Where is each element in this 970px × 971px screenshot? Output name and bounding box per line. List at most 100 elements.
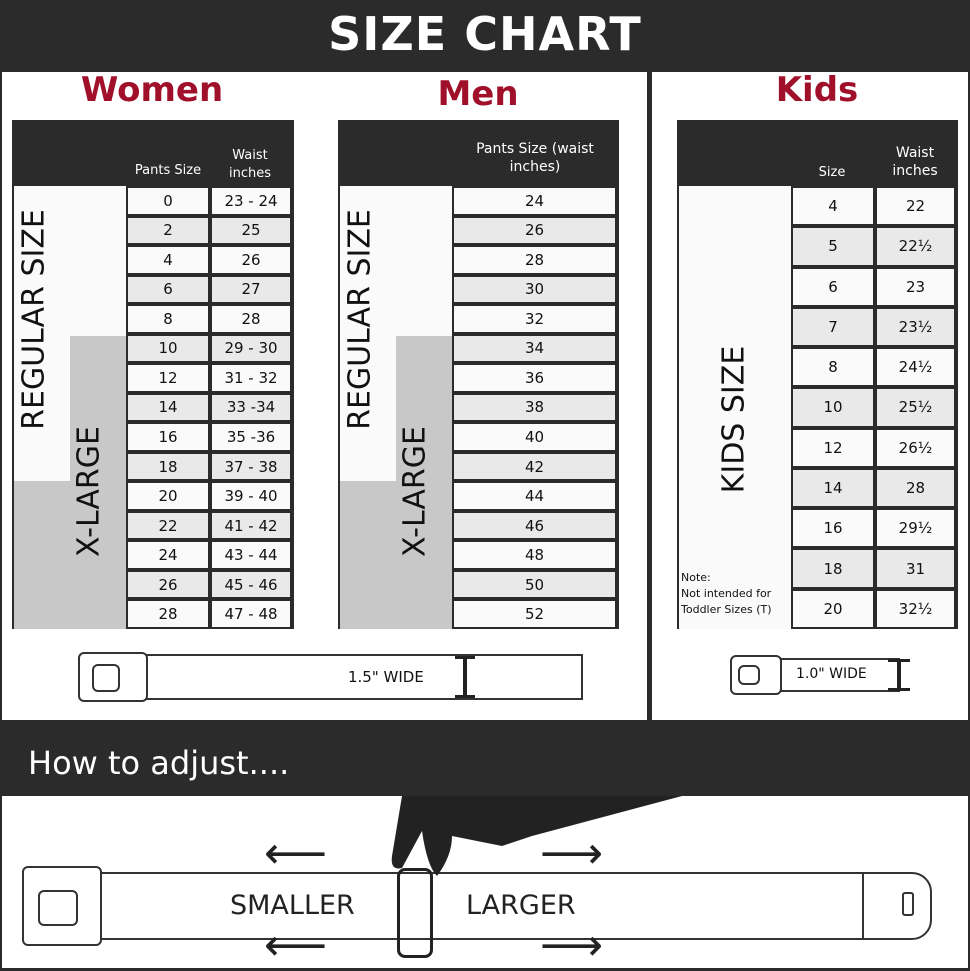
arrow-left-icon: ⟵ (264, 920, 328, 971)
men-size-cell: 48 (452, 540, 617, 570)
women-size-cell: 26 (126, 569, 210, 600)
men-size-cell: 40 (452, 422, 617, 452)
women-size-cell: 0 (126, 186, 210, 216)
kids-width-label: 1.0" WIDE (796, 666, 867, 682)
note-heading: Note: (681, 571, 711, 584)
women-title: Women (80, 70, 224, 110)
women-size-cell: 8 (126, 304, 210, 334)
arrow-right-icon: ⟶ (540, 828, 604, 879)
women-table: Pants Size Waist inches REGULAR SIZE X-L… (12, 120, 294, 629)
men-size-cell: 50 (452, 569, 617, 600)
men-col-size: Pants Size (waist inches) (476, 141, 594, 175)
adult-belt-illustration: 1.5" WIDE (78, 652, 588, 702)
kids-waist-cell: 24½ (875, 347, 956, 388)
kids-waist-cell: 28 (875, 467, 956, 509)
kids-size-cell: 7 (791, 306, 875, 348)
women-waist-cell: 45 - 46 (210, 569, 292, 600)
note-text: Not intended for Toddler Sizes (T) (681, 587, 772, 616)
men-size-cell: 52 (452, 599, 617, 629)
women-waist-cell: 26 (210, 245, 292, 275)
women-size-cell: 10 (126, 333, 210, 364)
women-waist-cell: 31 - 32 (210, 363, 292, 393)
women-xlarge-label: X-LARGE (71, 426, 107, 557)
kids-waist-cell: 22½ (875, 226, 956, 267)
kids-waist-cell: 32½ (875, 588, 956, 629)
women-size-cell: 12 (126, 363, 210, 393)
kids-waist-cell: 23½ (875, 306, 956, 348)
women-waist-cell: 28 (210, 304, 292, 334)
arrow-left-icon: ⟵ (264, 828, 328, 879)
men-size-cell: 26 (452, 215, 617, 246)
kids-size-cell: 18 (791, 548, 875, 589)
men-size-cell: 46 (452, 510, 617, 541)
women-col-waist: Waist inches (228, 148, 271, 181)
kids-table: Size Waist inches KIDS SIZE Note: Not in… (677, 120, 958, 629)
kids-size-cell: 12 (791, 427, 875, 468)
women-size-cell: 20 (126, 481, 210, 511)
kids-waist-cell: 25½ (875, 387, 956, 428)
hand-icon (391, 796, 682, 876)
men-xlarge-label: X-LARGE (397, 426, 433, 557)
kids-belt-illustration: 1.0" WIDE (730, 655, 915, 695)
adult-width-label: 1.5" WIDE (348, 668, 424, 686)
women-size-cell: 2 (126, 215, 210, 246)
smaller-label: SMALLER (230, 890, 355, 921)
kids-col-waist: Waist inches (892, 145, 938, 179)
women-size-cell: 14 (126, 392, 210, 423)
men-size-cell: 44 (452, 481, 617, 511)
women-col-size: Pants Size (134, 163, 202, 178)
men-size-cell: 24 (452, 186, 617, 216)
kids-waist-cell: 23 (875, 266, 956, 307)
men-table: Pants Size (waist inches) REGULAR SIZE X… (338, 120, 619, 629)
kids-waist-cell: 22 (875, 186, 956, 227)
men-size-cell: 34 (452, 333, 617, 364)
men-size-cell: 30 (452, 274, 617, 305)
women-waist-cell: 29 - 30 (210, 333, 292, 364)
page-title: SIZE CHART (328, 7, 642, 61)
men-size-cell: 36 (452, 363, 617, 393)
women-size-cell: 4 (126, 245, 210, 275)
kids-size-label: KIDS SIZE (716, 345, 752, 494)
men-size-cell: 32 (452, 304, 617, 334)
women-waist-cell: 35 -36 (210, 422, 292, 452)
adjust-title: How to adjust.... (28, 744, 290, 782)
women-waist-cell: 47 - 48 (210, 599, 292, 629)
women-waist-cell: 25 (210, 215, 292, 246)
women-regular-label: REGULAR SIZE (16, 209, 52, 430)
women-waist-cell: 33 -34 (210, 392, 292, 423)
men-title: Men (437, 74, 519, 114)
larger-label: LARGER (466, 890, 576, 921)
kids-title: Kids (775, 70, 859, 110)
kids-waist-cell: 31 (875, 548, 956, 589)
women-waist-cell: 27 (210, 274, 292, 305)
kids-size-cell: 20 (791, 588, 875, 629)
women-size-cell: 18 (126, 451, 210, 482)
kids-col-size: Size (818, 165, 846, 180)
women-waist-cell: 39 - 40 (210, 481, 292, 511)
men-size-cell: 28 (452, 245, 617, 275)
women-waist-cell: 23 - 24 (210, 186, 292, 216)
men-size-cell: 38 (452, 392, 617, 423)
women-waist-cell: 43 - 44 (210, 540, 292, 570)
kids-size-cell: 6 (791, 266, 875, 307)
women-size-cell: 24 (126, 540, 210, 570)
women-waist-cell: 37 - 38 (210, 451, 292, 482)
arrow-right-icon: ⟶ (540, 920, 604, 971)
kids-waist-cell: 26½ (875, 427, 956, 468)
women-size-cell: 6 (126, 274, 210, 305)
kids-size-cell: 10 (791, 387, 875, 428)
kids-size-cell: 16 (791, 508, 875, 549)
kids-note: Note: Not intended for Toddler Sizes (T) (681, 570, 791, 618)
kids-size-cell: 8 (791, 347, 875, 388)
men-regular-label: REGULAR SIZE (342, 209, 378, 430)
women-size-cell: 16 (126, 422, 210, 452)
women-size-cell: 28 (126, 599, 210, 629)
adjust-panel: ⟵ ⟵ ⟶ ⟶ SMALLER LARGER (2, 796, 968, 968)
kids-size-cell: 14 (791, 467, 875, 509)
kids-size-cell: 5 (791, 226, 875, 267)
kids-size-cell: 4 (791, 186, 875, 227)
kids-waist-cell: 29½ (875, 508, 956, 549)
women-size-cell: 22 (126, 510, 210, 541)
women-waist-cell: 41 - 42 (210, 510, 292, 541)
men-size-cell: 42 (452, 451, 617, 482)
